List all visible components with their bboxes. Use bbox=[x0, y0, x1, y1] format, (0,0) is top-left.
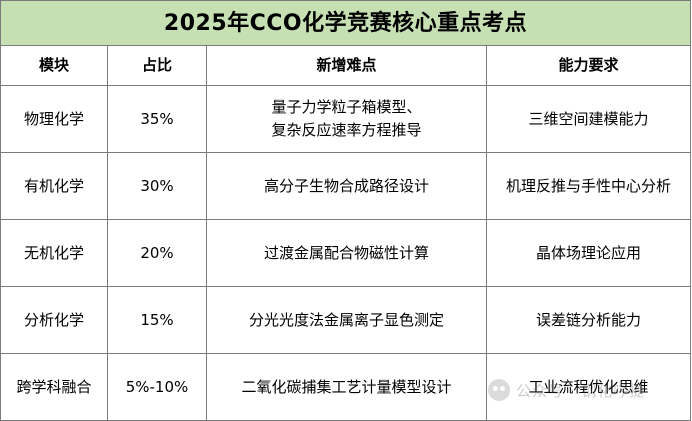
module-cell: 跨学科融合 bbox=[0, 353, 108, 421]
module-cell: 有机化学 bbox=[0, 152, 108, 220]
difficulty-cell: 高分子生物合成路径设计 bbox=[206, 152, 487, 220]
table-row: 无机化学 20% 过渡金属配合物磁性计算 晶体场理论应用 bbox=[0, 219, 692, 287]
column-header-ability: 能力要求 bbox=[485, 45, 692, 86]
ratio-cell: 15% bbox=[107, 286, 207, 354]
ratio-cell: 20% bbox=[107, 219, 207, 287]
ratio-cell: 35% bbox=[107, 85, 207, 153]
difficulty-line: 复杂反应速率方程推导 bbox=[271, 121, 422, 139]
ability-cell: 误差链分析能力 bbox=[485, 286, 692, 354]
column-header-ratio: 占比 bbox=[107, 45, 207, 86]
column-header-module: 模块 bbox=[0, 45, 108, 86]
difficulty-cell: 量子力学粒子箱模型、 复杂反应速率方程推导 bbox=[206, 85, 487, 153]
table-row: 跨学科融合 5%-10% 二氧化碳捕集工艺计量模型设计 工业流程优化思维 bbox=[0, 353, 692, 421]
difficulty-line: 量子力学粒子箱模型、 bbox=[271, 98, 422, 116]
table-title: 2025年CCO化学竞赛核心重点考点 bbox=[0, 0, 692, 46]
difficulty-cell: 过渡金属配合物磁性计算 bbox=[206, 219, 487, 287]
ratio-cell: 5%-10% bbox=[107, 353, 207, 421]
ability-cell: 机理反推与手性中心分析 bbox=[485, 152, 692, 220]
ability-cell: 工业流程优化思维 bbox=[485, 353, 692, 421]
column-header-difficulty: 新增难点 bbox=[206, 45, 487, 86]
table-row: 分析化学 15% 分光光度法金属离子显色测定 误差链分析能力 bbox=[0, 286, 692, 354]
table-row: 物理化学 35% 量子力学粒子箱模型、 复杂反应速率方程推导 三维空间建模能力 bbox=[0, 85, 692, 153]
module-cell: 分析化学 bbox=[0, 286, 108, 354]
module-cell: 无机化学 bbox=[0, 219, 108, 287]
header-row: 模块 占比 新增难点 能力要求 bbox=[0, 45, 692, 86]
difficulty-cell: 二氧化碳捕集工艺计量模型设计 bbox=[206, 353, 487, 421]
table-row: 有机化学 30% 高分子生物合成路径设计 机理反推与手性中心分析 bbox=[0, 152, 692, 220]
module-cell: 物理化学 bbox=[0, 85, 108, 153]
ability-cell: 晶体场理论应用 bbox=[485, 219, 692, 287]
ability-cell: 三维空间建模能力 bbox=[485, 85, 692, 153]
difficulty-cell: 分光光度法金属离子显色测定 bbox=[206, 286, 487, 354]
ratio-cell: 30% bbox=[107, 152, 207, 220]
